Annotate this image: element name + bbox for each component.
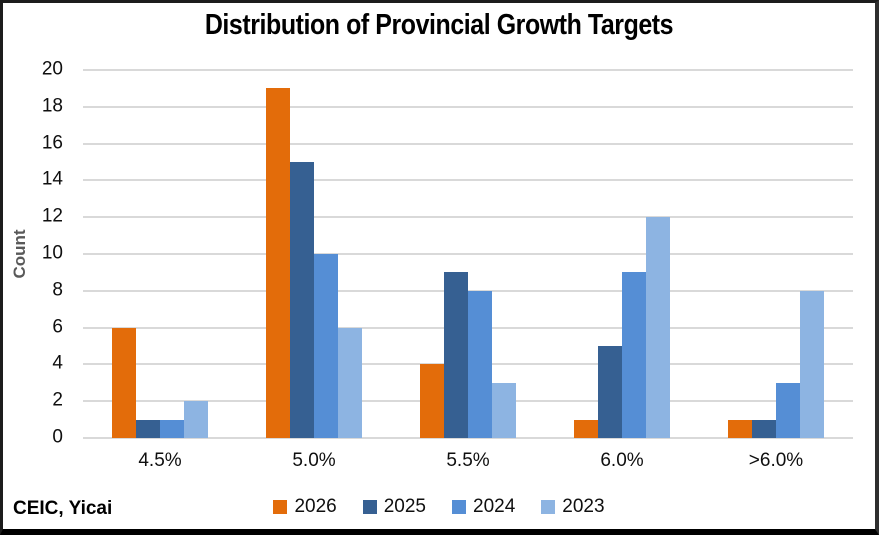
gridline xyxy=(83,216,853,219)
bar-2024 xyxy=(776,382,800,438)
legend-label: 2025 xyxy=(383,496,426,517)
legend-item-2023: 2023 xyxy=(541,496,605,518)
y-tick-label: 0 xyxy=(52,426,63,448)
legend: 2026 2025 2024 2023 xyxy=(3,496,875,518)
legend-label: 2024 xyxy=(473,496,516,517)
plot-area xyxy=(83,69,853,439)
legend-swatch-2023 xyxy=(541,500,556,514)
bar-2023 xyxy=(646,217,670,438)
bar-group xyxy=(699,70,853,438)
x-axis-label: >6.0% xyxy=(748,450,804,471)
legend-item-2026: 2026 xyxy=(273,496,337,518)
x-axis-labels: 4.5% 5.0% 5.5% 6.0% >6.0% xyxy=(83,450,853,472)
bar-groups xyxy=(83,70,853,438)
bar-2024 xyxy=(314,254,338,438)
gridline xyxy=(83,142,853,145)
y-tick-label: 4 xyxy=(52,352,63,374)
legend-swatch-2026 xyxy=(273,500,288,514)
x-axis-label: 5.0% xyxy=(292,450,336,471)
y-tick-label: 20 xyxy=(41,58,63,80)
bar-2026 xyxy=(266,88,290,438)
bar-2026 xyxy=(728,419,752,438)
bar-group xyxy=(391,70,545,438)
bar-2024 xyxy=(160,419,184,438)
chart-title: Distribution of Provincial Growth Target… xyxy=(204,9,674,41)
y-tick-label: 14 xyxy=(41,168,63,190)
gridline xyxy=(83,253,853,255)
x-axis-label: 6.0% xyxy=(600,450,644,471)
bar-2026 xyxy=(420,364,444,438)
bar-group xyxy=(237,70,391,438)
legend-item-2025: 2025 xyxy=(362,496,426,518)
bar-2025 xyxy=(444,272,468,438)
y-axis-tick-labels: 0 2 4 6 8 10 12 14 16 18 20 xyxy=(3,59,67,448)
x-axis-label: 4.5% xyxy=(138,450,182,471)
bar-2023 xyxy=(338,327,362,438)
legend-label: 2023 xyxy=(562,496,605,517)
source-note: CEIC, Yicai xyxy=(13,498,113,519)
y-tick-label: 8 xyxy=(52,279,63,301)
y-tick-label: 16 xyxy=(41,132,63,154)
gridline xyxy=(83,179,853,182)
gridline xyxy=(83,69,853,71)
bar-2023 xyxy=(184,401,208,438)
y-tick-label: 6 xyxy=(52,316,63,338)
legend-swatch-2024 xyxy=(452,500,466,514)
bar-group xyxy=(83,70,237,438)
y-tick-label: 10 xyxy=(41,242,63,264)
bar-2025 xyxy=(752,419,776,438)
bar-2023 xyxy=(492,382,516,438)
bar-2024 xyxy=(468,290,492,438)
legend-label: 2026 xyxy=(294,496,337,517)
x-axis-label: 5.5% xyxy=(446,450,490,471)
y-tick-label: 18 xyxy=(41,95,63,117)
bar-2023 xyxy=(800,290,824,438)
bar-2025 xyxy=(290,162,314,438)
bar-2024 xyxy=(622,272,646,438)
legend-item-2024: 2024 xyxy=(452,496,515,518)
gridline xyxy=(83,437,853,439)
y-tick-label: 2 xyxy=(52,389,63,411)
gridline xyxy=(83,105,853,108)
bar-2025 xyxy=(598,346,622,438)
bar-group xyxy=(545,70,699,438)
y-tick-label: 12 xyxy=(41,205,63,227)
bar-2025 xyxy=(136,419,160,438)
bar-2026 xyxy=(574,419,598,438)
bar-2026 xyxy=(112,327,136,438)
gridline xyxy=(83,289,853,292)
legend-swatch-2025 xyxy=(362,500,377,514)
